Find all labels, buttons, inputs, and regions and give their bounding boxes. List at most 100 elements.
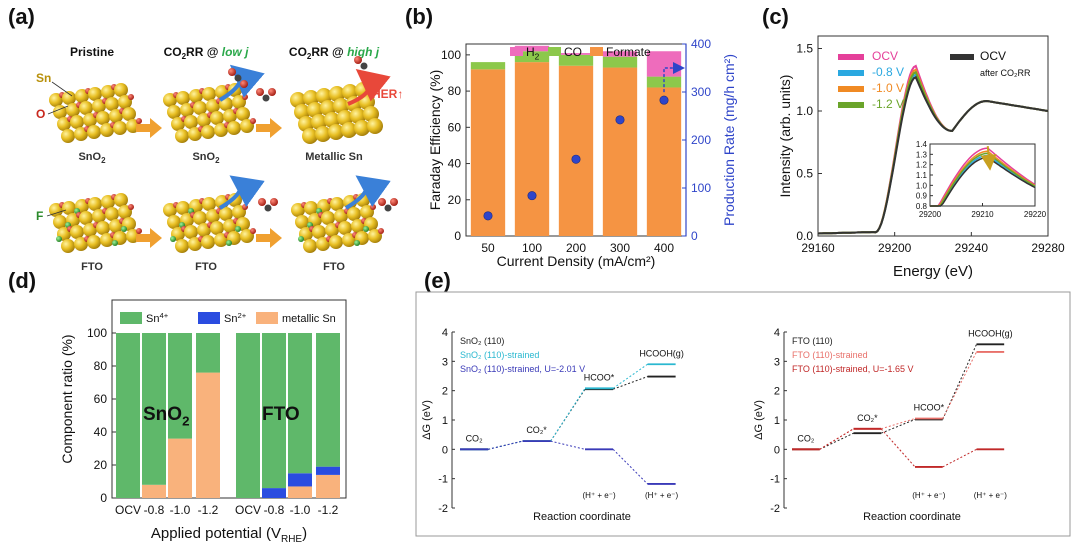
bar-segment bbox=[288, 473, 312, 487]
x-tick-label: 29200 bbox=[878, 241, 912, 255]
legend-label: SnO₂ (110) bbox=[460, 336, 504, 346]
caption-r2c3: FTO bbox=[323, 261, 345, 273]
y2-tick-label: 300 bbox=[691, 85, 711, 99]
bar-segment bbox=[316, 333, 340, 467]
caption-r1c3: Metallic Sn bbox=[305, 151, 363, 163]
y-tick-label: 80 bbox=[94, 359, 108, 373]
legend-note: after CO₂RR bbox=[980, 68, 1031, 78]
bar-segment bbox=[168, 333, 192, 439]
co2-molecule-icon bbox=[228, 68, 248, 88]
shift-arrow-icon bbox=[980, 146, 997, 171]
state-label: CO₂* bbox=[857, 413, 878, 423]
x-tick-label: -1.2 bbox=[198, 503, 219, 517]
y-tick-label: -2 bbox=[770, 503, 780, 515]
inset-y-tick-label: 1.1 bbox=[916, 171, 928, 180]
y-tick-label: 60 bbox=[94, 392, 108, 406]
bar-segment bbox=[236, 333, 260, 498]
axis-pointer-arrow-icon bbox=[663, 62, 685, 93]
oxygen-atom bbox=[128, 94, 134, 100]
energy-connector bbox=[880, 418, 916, 434]
tin-atom bbox=[88, 197, 102, 211]
panel-label-e: (e) bbox=[424, 268, 451, 293]
legend-label: FTO (110)-strained bbox=[792, 350, 868, 360]
bar-segment bbox=[262, 488, 286, 498]
fluorine-atom bbox=[170, 236, 176, 242]
y-axis-label: ΔG (eV) bbox=[753, 400, 765, 440]
inset-y-tick-label: 1.0 bbox=[916, 181, 928, 190]
tin-atom bbox=[338, 221, 352, 235]
y-tick-label: 3 bbox=[774, 356, 780, 368]
y-axis-label: Intensity (arb. units) bbox=[777, 75, 793, 198]
inset-y-tick-label: 0.8 bbox=[916, 202, 928, 211]
production-rate-point bbox=[527, 191, 537, 201]
reaction-arrow-icon bbox=[344, 175, 391, 210]
crystal-structures bbox=[49, 82, 384, 253]
y-tick-label: 0 bbox=[442, 444, 448, 456]
energy-connector bbox=[880, 428, 916, 468]
panel-a-schematic: Pristine CO2RR @ low j CO2RR @ high j Sn… bbox=[36, 45, 403, 273]
bar-segment bbox=[602, 56, 638, 68]
tin-atom bbox=[304, 201, 318, 215]
co2-molecule-icon bbox=[354, 56, 368, 70]
tin-atom bbox=[62, 201, 76, 215]
legend-label: FTO (110)-strained, U=-1.65 V bbox=[792, 364, 913, 374]
inset-y-tick-label: 1.4 bbox=[916, 140, 928, 149]
state-label: CO₂* bbox=[526, 425, 547, 435]
legend-swatch bbox=[838, 70, 864, 76]
bar-segment bbox=[470, 62, 506, 70]
tin-atom bbox=[315, 126, 331, 142]
y-tick-label: 0.5 bbox=[796, 167, 813, 181]
legend-label: FTO (110) bbox=[792, 336, 833, 346]
tin-atom bbox=[175, 239, 189, 253]
y-axis-label: Faraday Efficiency (%) bbox=[427, 70, 443, 211]
oxygen-atom bbox=[242, 204, 248, 210]
tin-atom bbox=[184, 115, 198, 129]
x-tick-label: 29160 bbox=[801, 241, 835, 255]
production-rate-point bbox=[659, 95, 669, 105]
oxygen-atom bbox=[378, 228, 384, 234]
bar-segment bbox=[558, 65, 594, 237]
tin-atom bbox=[312, 225, 326, 239]
energy-connector bbox=[612, 376, 648, 390]
bar-segment bbox=[316, 466, 340, 475]
bar-segment bbox=[602, 51, 638, 57]
inset-y-tick-label: 1.3 bbox=[916, 150, 928, 159]
inset-y-tick-label: 0.9 bbox=[916, 192, 928, 201]
state-label: CO₂ bbox=[797, 433, 815, 443]
tin-atom bbox=[167, 105, 181, 119]
oxygen-atom bbox=[242, 94, 248, 100]
y-tick-label: 1.0 bbox=[796, 104, 813, 118]
x-tick-label: -1.0 bbox=[170, 503, 191, 517]
y-tick-label: 1.5 bbox=[796, 42, 813, 56]
fluorine-atom bbox=[235, 226, 241, 232]
tin-atom bbox=[193, 101, 207, 115]
tin-atom bbox=[176, 91, 190, 105]
tin-atom bbox=[341, 122, 357, 138]
y-tick-label: 4 bbox=[442, 327, 448, 339]
state-label: CO₂ bbox=[466, 433, 484, 443]
caption-r1c1: SnO2 bbox=[78, 151, 106, 165]
legend-label: SnO₂ (110)-strained, U=-2.01 V bbox=[460, 364, 585, 374]
group-label-sno2: SnO2 bbox=[143, 404, 189, 429]
legend-label: metallic Sn bbox=[282, 313, 336, 325]
energy-connector bbox=[488, 440, 523, 450]
energy-connector bbox=[612, 448, 648, 485]
y-tick-label: 0.0 bbox=[796, 229, 813, 243]
x-tick-label: 29240 bbox=[955, 241, 989, 255]
state-label: HCOOH(g) bbox=[639, 348, 684, 358]
label-o: O bbox=[36, 107, 45, 121]
tin-atom bbox=[167, 215, 181, 229]
x-tick-label: 300 bbox=[610, 241, 630, 255]
inset-x-tick-label: 29220 bbox=[1024, 210, 1047, 219]
her-arrow-icon bbox=[347, 68, 391, 106]
reaction-arrow-icon bbox=[218, 175, 265, 210]
fluorine-atom bbox=[112, 240, 118, 246]
y-tick-label: 40 bbox=[94, 425, 108, 439]
oxygen-atom bbox=[136, 228, 142, 234]
y2-tick-label: 200 bbox=[691, 133, 711, 147]
tin-atom bbox=[202, 197, 216, 211]
legend-swatch bbox=[510, 47, 523, 56]
tin-atom bbox=[210, 221, 224, 235]
